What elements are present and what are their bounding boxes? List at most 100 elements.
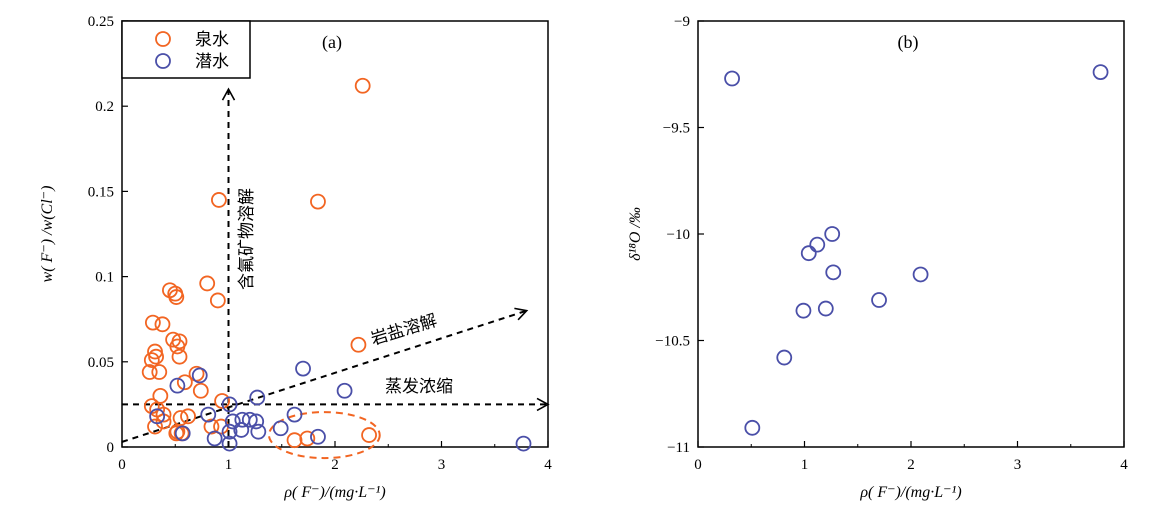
data-point-phreatic-water xyxy=(149,408,166,425)
y-tick-label: −10 xyxy=(667,227,690,243)
data-point-phreatic-water xyxy=(295,360,311,377)
data-point-phreatic-water xyxy=(169,377,186,394)
data-point-phreatic-water xyxy=(221,396,238,413)
data-point-phreatic-water xyxy=(221,435,238,452)
data-point-spring-water xyxy=(214,393,231,409)
data-point-spring-water xyxy=(147,418,163,435)
data-point-spring-water xyxy=(169,338,186,355)
annotation-fluorite-dissolution: 含氟矿物溶解 xyxy=(237,188,256,290)
x-tick-label: 2 xyxy=(331,457,339,473)
data-point-phreatic-water xyxy=(191,367,208,384)
y-tick-label: −9 xyxy=(674,14,690,30)
y-tick-label: −11 xyxy=(667,440,690,456)
data-point-spring-water xyxy=(211,192,227,208)
data-point-spring-water xyxy=(299,430,316,447)
x-tick-label: 0 xyxy=(118,457,126,473)
x-tick-label: 4 xyxy=(1120,457,1128,473)
process-arrow xyxy=(121,307,529,443)
x-tick-label: 1 xyxy=(801,457,809,473)
data-point-phreatic-water xyxy=(174,425,191,442)
data-point-spring-water xyxy=(180,408,196,425)
data-point-spring-water xyxy=(171,348,188,365)
data-point-phreatic-water xyxy=(250,423,267,440)
x-tick-label: 4 xyxy=(544,457,552,473)
x-tick-label: 3 xyxy=(1014,457,1022,473)
legend-box xyxy=(121,20,251,79)
annotation-evaporation: 蒸发浓缩 xyxy=(385,377,453,396)
data-point-phreatic-water xyxy=(825,264,842,281)
data-point-phreatic-water xyxy=(1092,64,1109,81)
data-point-spring-water xyxy=(141,364,158,380)
y-tick-label: 0 xyxy=(107,440,115,456)
data-point-phreatic-water xyxy=(871,292,887,308)
data-point-phreatic-water xyxy=(744,419,761,436)
data-point-spring-water xyxy=(361,427,377,443)
plot-frame xyxy=(121,20,549,448)
data-point-phreatic-water xyxy=(200,406,217,423)
x-tick-label: 3 xyxy=(438,457,446,473)
data-point-spring-water xyxy=(192,382,209,399)
data-point-spring-water xyxy=(168,425,185,442)
data-point-spring-water xyxy=(148,348,164,365)
highlight-ellipse xyxy=(267,411,381,460)
legend-label: 泉水 xyxy=(195,30,229,49)
legend-marker xyxy=(155,53,171,69)
x-axis-label: ρ( F⁻)/(mg·L⁻¹) xyxy=(283,484,385,501)
data-point-spring-water xyxy=(143,352,160,368)
x-tick-label: 0 xyxy=(694,457,702,473)
data-point-spring-water xyxy=(354,77,371,94)
panel-label: (b) xyxy=(898,32,919,53)
data-point-spring-water xyxy=(155,406,172,423)
data-point-spring-water xyxy=(350,336,367,353)
plot-frame xyxy=(697,20,1125,448)
data-point-phreatic-water xyxy=(249,389,266,406)
data-point-phreatic-water xyxy=(824,226,841,242)
data-point-phreatic-water xyxy=(336,382,353,399)
y-tick-label: −9.5 xyxy=(663,121,690,137)
data-point-spring-water xyxy=(154,316,171,333)
data-point-phreatic-water xyxy=(800,245,817,262)
y-tick-label: 0.15 xyxy=(88,184,114,200)
data-point-spring-water xyxy=(286,432,303,449)
x-tick-label: 2 xyxy=(907,457,915,473)
data-point-spring-water xyxy=(209,292,226,309)
data-point-spring-water xyxy=(168,289,185,305)
data-point-phreatic-water xyxy=(206,430,223,447)
data-point-phreatic-water xyxy=(795,302,812,319)
data-point-spring-water xyxy=(151,364,168,380)
y-tick-label: 0.05 xyxy=(88,355,114,371)
legend-label: 潜水 xyxy=(195,52,229,71)
data-point-phreatic-water xyxy=(817,300,834,317)
y-tick-label: 0.25 xyxy=(88,14,114,30)
data-point-spring-water xyxy=(144,314,161,331)
data-point-phreatic-water xyxy=(515,435,532,452)
data-point-phreatic-water xyxy=(809,236,826,253)
data-point-phreatic-water xyxy=(241,411,258,428)
y-tick-label: 0.2 xyxy=(95,99,114,115)
data-point-spring-water xyxy=(310,193,326,210)
panel-b: 0 1 2 3 4 −11 −10.5 −10 −9.5 −9 ρ( F⁻)/(mg·L⁻¹) δ¹⁸… xyxy=(627,14,1128,501)
data-point-phreatic-water xyxy=(724,70,740,87)
x-axis-label: ρ( F⁻)/(mg·L⁻¹) xyxy=(859,484,961,501)
y-tick-label: −10.5 xyxy=(655,334,690,350)
data-point-phreatic-water xyxy=(224,413,241,430)
panel-label: (a) xyxy=(322,32,342,53)
data-point-phreatic-water xyxy=(310,428,326,445)
data-point-phreatic-water xyxy=(272,420,289,437)
data-point-phreatic-water xyxy=(233,422,250,438)
data-point-phreatic-water xyxy=(776,349,793,366)
data-point-spring-water xyxy=(176,374,193,391)
data-point-spring-water xyxy=(199,275,216,292)
data-point-phreatic-water xyxy=(248,413,265,430)
x-tick-label: 1 xyxy=(225,457,233,473)
data-point-phreatic-water xyxy=(912,266,929,283)
data-point-spring-water xyxy=(203,418,220,435)
y-axis-label: w( F⁻) /w(Cl⁻) xyxy=(39,186,56,283)
y-axis-label: δ¹⁸O /‰ xyxy=(627,207,644,261)
y-tick-label: 0.1 xyxy=(95,270,114,286)
legend-marker xyxy=(155,31,171,47)
data-point-phreatic-water xyxy=(221,423,238,440)
panel-a: 0 1 2 3 4 0 0.05 0.1 0.15 0.2 0.25 ρ( F⁻)/(mg·L⁻¹) w… xyxy=(39,14,552,501)
